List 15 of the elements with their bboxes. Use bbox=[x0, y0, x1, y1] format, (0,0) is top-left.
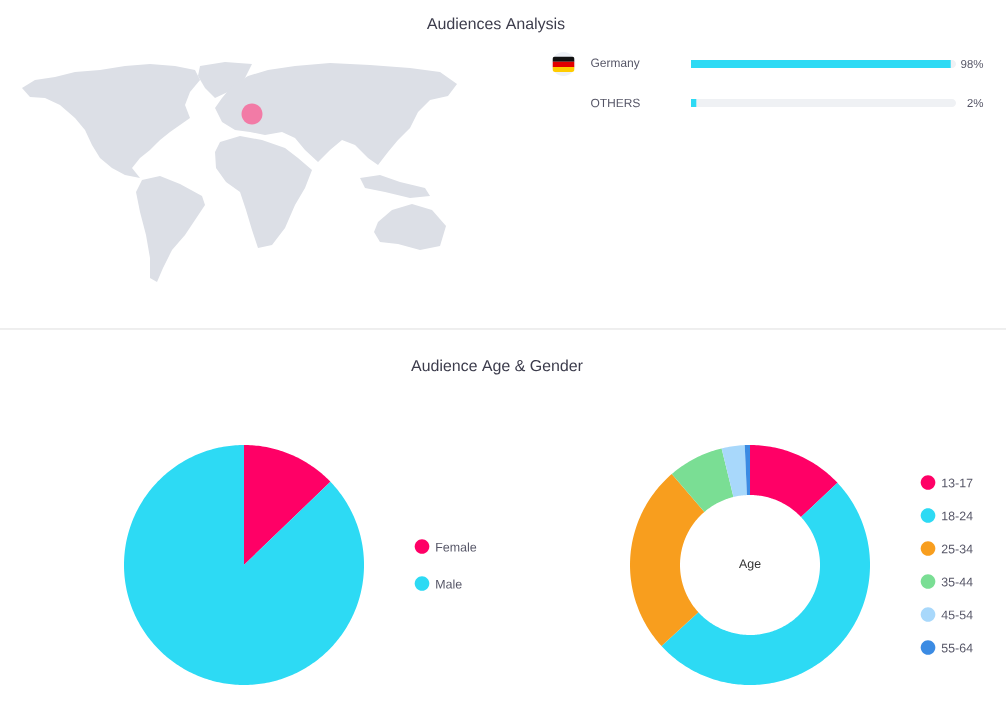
legend-label: 25-34 bbox=[941, 544, 973, 554]
legend-label: Female bbox=[436, 542, 477, 552]
legend-label: Male bbox=[436, 579, 462, 589]
legend-label: 45-54 bbox=[941, 610, 973, 620]
text: Audiences Analysis bbox=[426, 17, 565, 33]
legend-label: 35-44 bbox=[941, 577, 973, 587]
text: Age bbox=[738, 559, 761, 571]
y-tick-label: OTHERS bbox=[591, 98, 640, 108]
legend-label: 55-64 bbox=[941, 643, 973, 653]
chart-title: Audience Age & Gender bbox=[411, 359, 583, 375]
y-tick-label: Germany bbox=[591, 58, 640, 70]
legend-label: 18-24 bbox=[942, 511, 973, 521]
data-label: 98% bbox=[961, 59, 984, 69]
data-label: 2% bbox=[967, 98, 984, 108]
legend-label: 13-17 bbox=[942, 478, 973, 488]
